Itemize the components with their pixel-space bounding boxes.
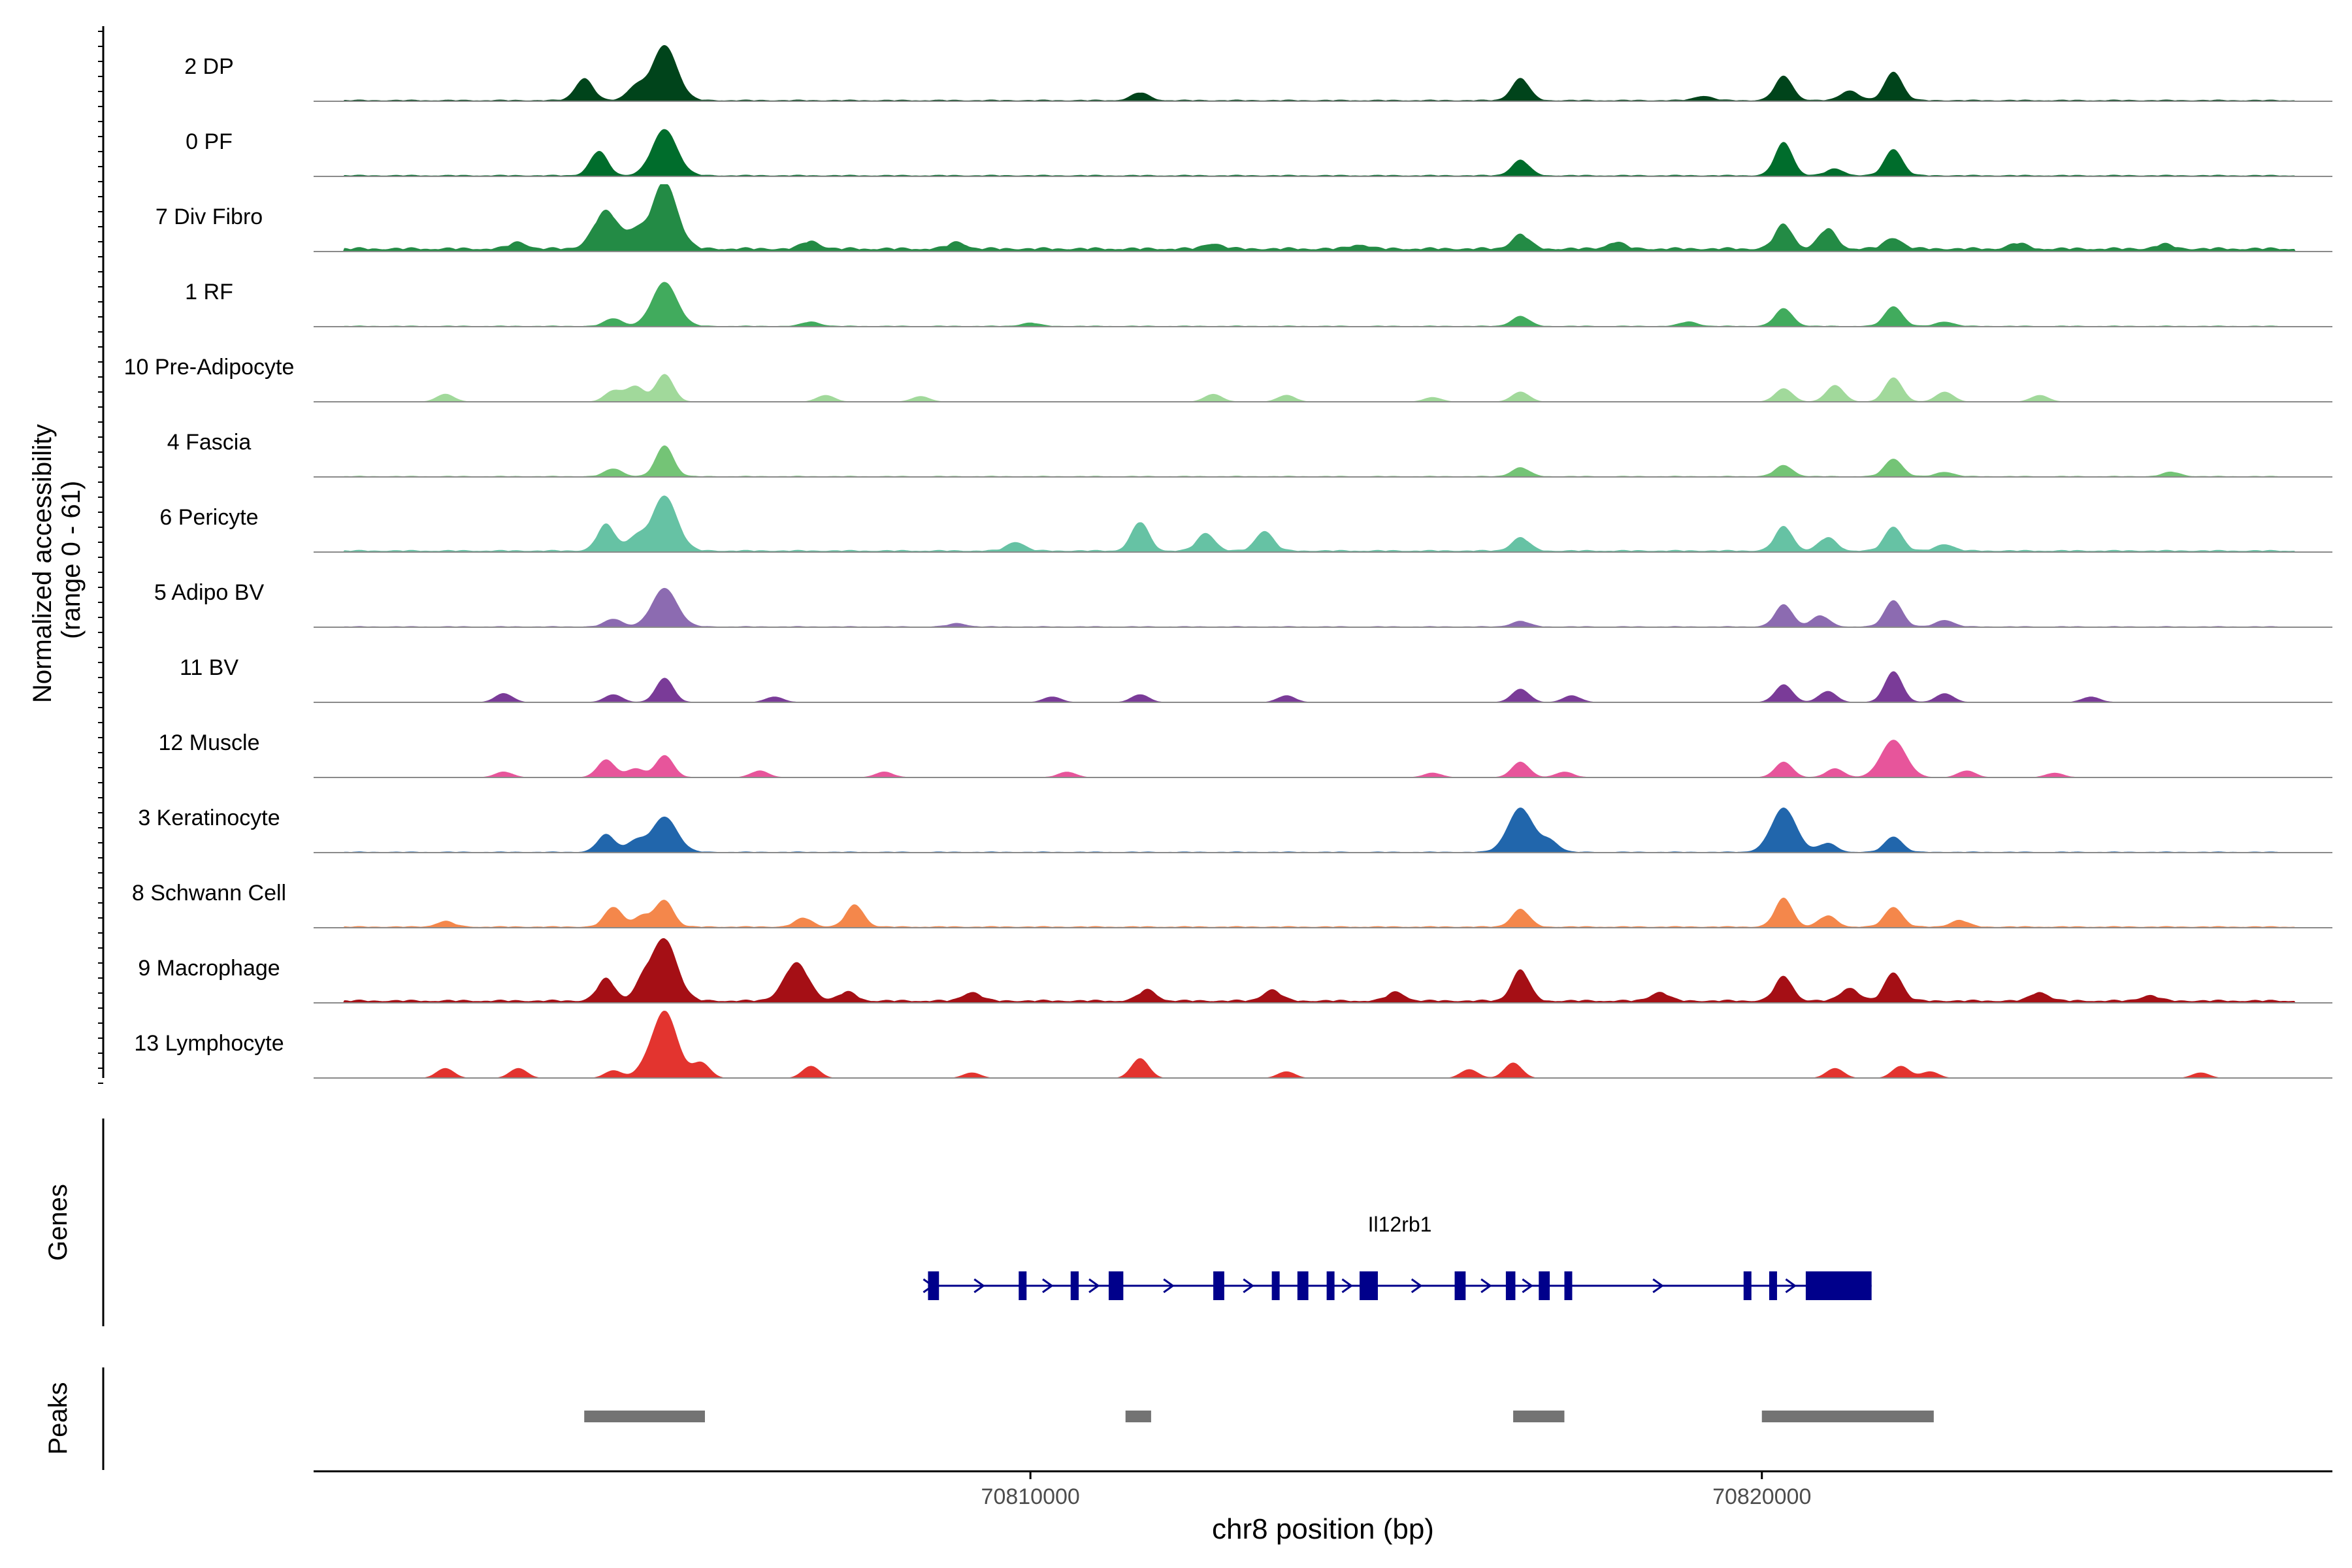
peaks-panel: Peaks [44, 1367, 1934, 1470]
coverage-track: 1 RF [185, 280, 2332, 327]
peak-region [1513, 1411, 1565, 1422]
track-label: 5 Adipo BV [154, 580, 265, 605]
track-label: 1 RF [185, 280, 233, 304]
gene-models: Il12rb1 [923, 1213, 1872, 1300]
exon [1297, 1271, 1309, 1300]
coverage-track: 8 Schwann Cell [132, 881, 2332, 928]
exon [1805, 1271, 1872, 1300]
x-axis: 70810000 70820000 chr8 position (bp) [314, 1470, 2332, 1545]
strand-arrow [1341, 1278, 1353, 1294]
coverage-track: 3 Keratinocyte [138, 806, 2332, 853]
coverage-y-axis-ticks [98, 31, 103, 1084]
strand-arrow [1785, 1278, 1797, 1294]
exon [1743, 1271, 1752, 1300]
coverage-y-axis-label-line2: (range 0 - 61) [57, 481, 86, 639]
coverage-track: 13 Lymphocyte [134, 1011, 2332, 1079]
coverage-area [314, 445, 2332, 477]
coverage-area [314, 938, 2332, 1003]
strand-arrow [1652, 1278, 1664, 1294]
coverage-track: 0 PF [186, 129, 2332, 177]
strand-arrow [1480, 1278, 1492, 1294]
coverage-area [314, 587, 2332, 627]
track-label: 10 Pre-Adipocyte [124, 355, 295, 380]
coverage-tracks: 2 DP 0 PF 7 Div Fibro 1 RF 10 Pre-Adipocyte 4… [124, 45, 2332, 1079]
exon [1070, 1271, 1079, 1300]
coverage-y-axis-label-line1: Normalized accessibility [28, 424, 57, 703]
coverage-panel: Normalized accessibility (range 0 - 61) … [28, 26, 2332, 1084]
coverage-area [314, 740, 2332, 777]
track-label: 7 Div Fibro [155, 204, 263, 229]
gene-name-label: Il12rb1 [1368, 1213, 1432, 1236]
coverage-area [314, 671, 2332, 702]
coverage-track: 11 BV [180, 655, 2332, 703]
coverage-track: 2 DP [184, 45, 2332, 102]
track-label: 12 Muscle [159, 730, 260, 755]
track-label: 8 Schwann Cell [132, 881, 286, 906]
strand-arrow [1163, 1278, 1175, 1294]
track-label: 11 BV [180, 655, 238, 680]
peak-regions [584, 1411, 1934, 1422]
coverage-area [314, 897, 2332, 928]
gene-model: Il12rb1 [923, 1213, 1872, 1300]
x-axis-tick-label: 70810000 [981, 1484, 1080, 1509]
exon [1213, 1271, 1224, 1300]
exon [1108, 1271, 1124, 1300]
coverage-area [314, 184, 2332, 252]
track-label: 6 Pericyte [159, 505, 258, 530]
exon [1454, 1271, 1466, 1300]
coverage-area [314, 282, 2332, 327]
genes-track-label: Genes [44, 1184, 73, 1261]
x-axis-ticks: 70810000 70820000 [981, 1471, 1811, 1509]
coverage-area [314, 1011, 2332, 1078]
exon [1271, 1271, 1280, 1300]
exon [1326, 1271, 1335, 1300]
coverage-track: 6 Pericyte [159, 495, 2332, 553]
coverage-track: 4 Fascia [167, 430, 2332, 478]
peak-region [1125, 1411, 1151, 1422]
peak-region [584, 1411, 705, 1422]
strand-arrow [1088, 1278, 1100, 1294]
coverage-track: 12 Muscle [159, 730, 2332, 778]
exon [1019, 1271, 1027, 1300]
coverage-track: 7 Div Fibro [155, 184, 2332, 252]
exon [1505, 1271, 1516, 1300]
coverage-track: 5 Adipo BV [154, 580, 2332, 628]
strand-arrow [1522, 1278, 1533, 1294]
strand-arrow [973, 1278, 985, 1294]
coverage-area [314, 495, 2332, 552]
x-axis-label: chr8 position (bp) [1212, 1513, 1434, 1545]
strand-arrow [1411, 1278, 1423, 1294]
x-axis-tick-label: 70820000 [1712, 1484, 1811, 1509]
track-label: 4 Fascia [167, 430, 252, 455]
exon [928, 1271, 939, 1300]
coverage-area [314, 45, 2332, 101]
exon [1564, 1271, 1573, 1300]
coverage-area [314, 129, 2332, 176]
track-label: 13 Lymphocyte [134, 1031, 284, 1056]
track-label: 0 PF [186, 129, 233, 154]
track-label: 9 Macrophage [138, 956, 280, 981]
exon [1359, 1271, 1378, 1300]
coverage-track: 9 Macrophage [138, 938, 2332, 1004]
peak-region [1761, 1411, 1934, 1422]
strand-arrow [1243, 1278, 1254, 1294]
exon [1539, 1271, 1550, 1300]
track-label: 3 Keratinocyte [138, 806, 280, 830]
coverage-track: 10 Pre-Adipocyte [124, 355, 2332, 402]
coverage-y-axis-label: Normalized accessibility (range 0 - 61) [28, 417, 86, 703]
strand-arrow [1042, 1278, 1054, 1294]
coverage-area [314, 374, 2332, 402]
track-label: 2 DP [184, 54, 234, 79]
genes-panel: Genes Il12rb1 [44, 1119, 1872, 1326]
peaks-track-label: Peaks [44, 1382, 73, 1454]
exon [1769, 1271, 1777, 1300]
coverage-area [314, 808, 2332, 853]
